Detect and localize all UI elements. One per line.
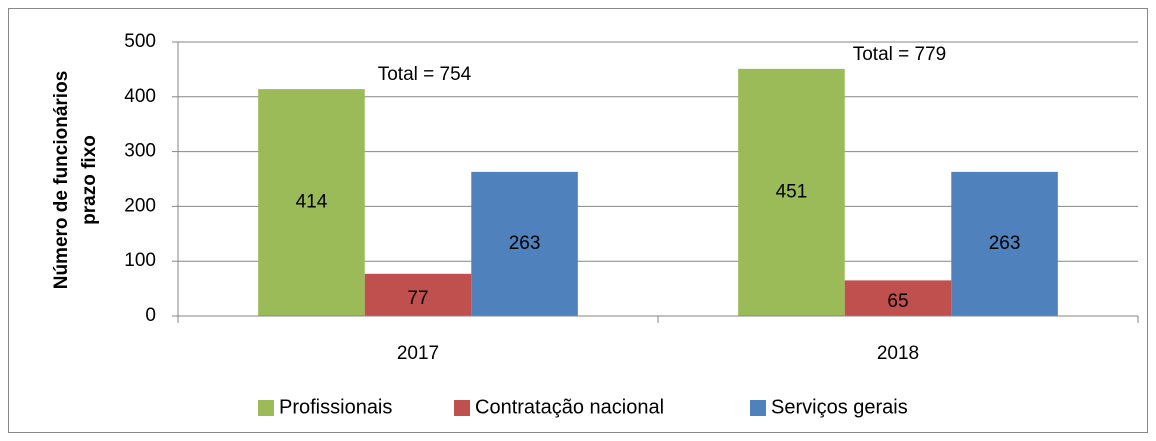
data-label: 263 (989, 233, 1021, 254)
bar (738, 68, 845, 317)
bar (471, 171, 578, 316)
legend-swatch (750, 400, 766, 416)
legend-label: Contratação nacional (475, 396, 664, 418)
data-label: 65 (887, 291, 908, 312)
y-axis-title: Número de funcionários prazo fixo (51, 71, 100, 290)
bar (258, 89, 365, 317)
y-axis-title-line: Número de funcionários (51, 71, 72, 290)
annotation: Total = 779 (853, 44, 947, 65)
legend-label: Profissionais (279, 396, 392, 418)
data-label: 263 (509, 233, 541, 254)
annotation: Total = 754 (378, 64, 472, 85)
y-tick-label: 200 (124, 195, 156, 216)
bar (951, 171, 1058, 316)
bar (844, 280, 952, 316)
legend-swatch (258, 400, 274, 416)
y-tick-label: 400 (124, 86, 156, 107)
legend-label: Serviços gerais (771, 396, 908, 418)
data-label: 451 (776, 181, 808, 202)
y-tick-label: 100 (124, 250, 156, 271)
y-axis-title-line: prazo fixo (79, 135, 100, 225)
y-tick-label: 0 (145, 305, 156, 326)
data-label: 77 (407, 288, 428, 309)
y-tick-label: 300 (124, 141, 156, 162)
legend-swatch (454, 400, 470, 416)
x-tick-label: 2018 (877, 343, 919, 364)
bar (364, 273, 472, 316)
data-label: 414 (296, 192, 328, 213)
y-tick-label: 500 (124, 31, 156, 52)
x-tick-label: 2017 (397, 343, 439, 364)
